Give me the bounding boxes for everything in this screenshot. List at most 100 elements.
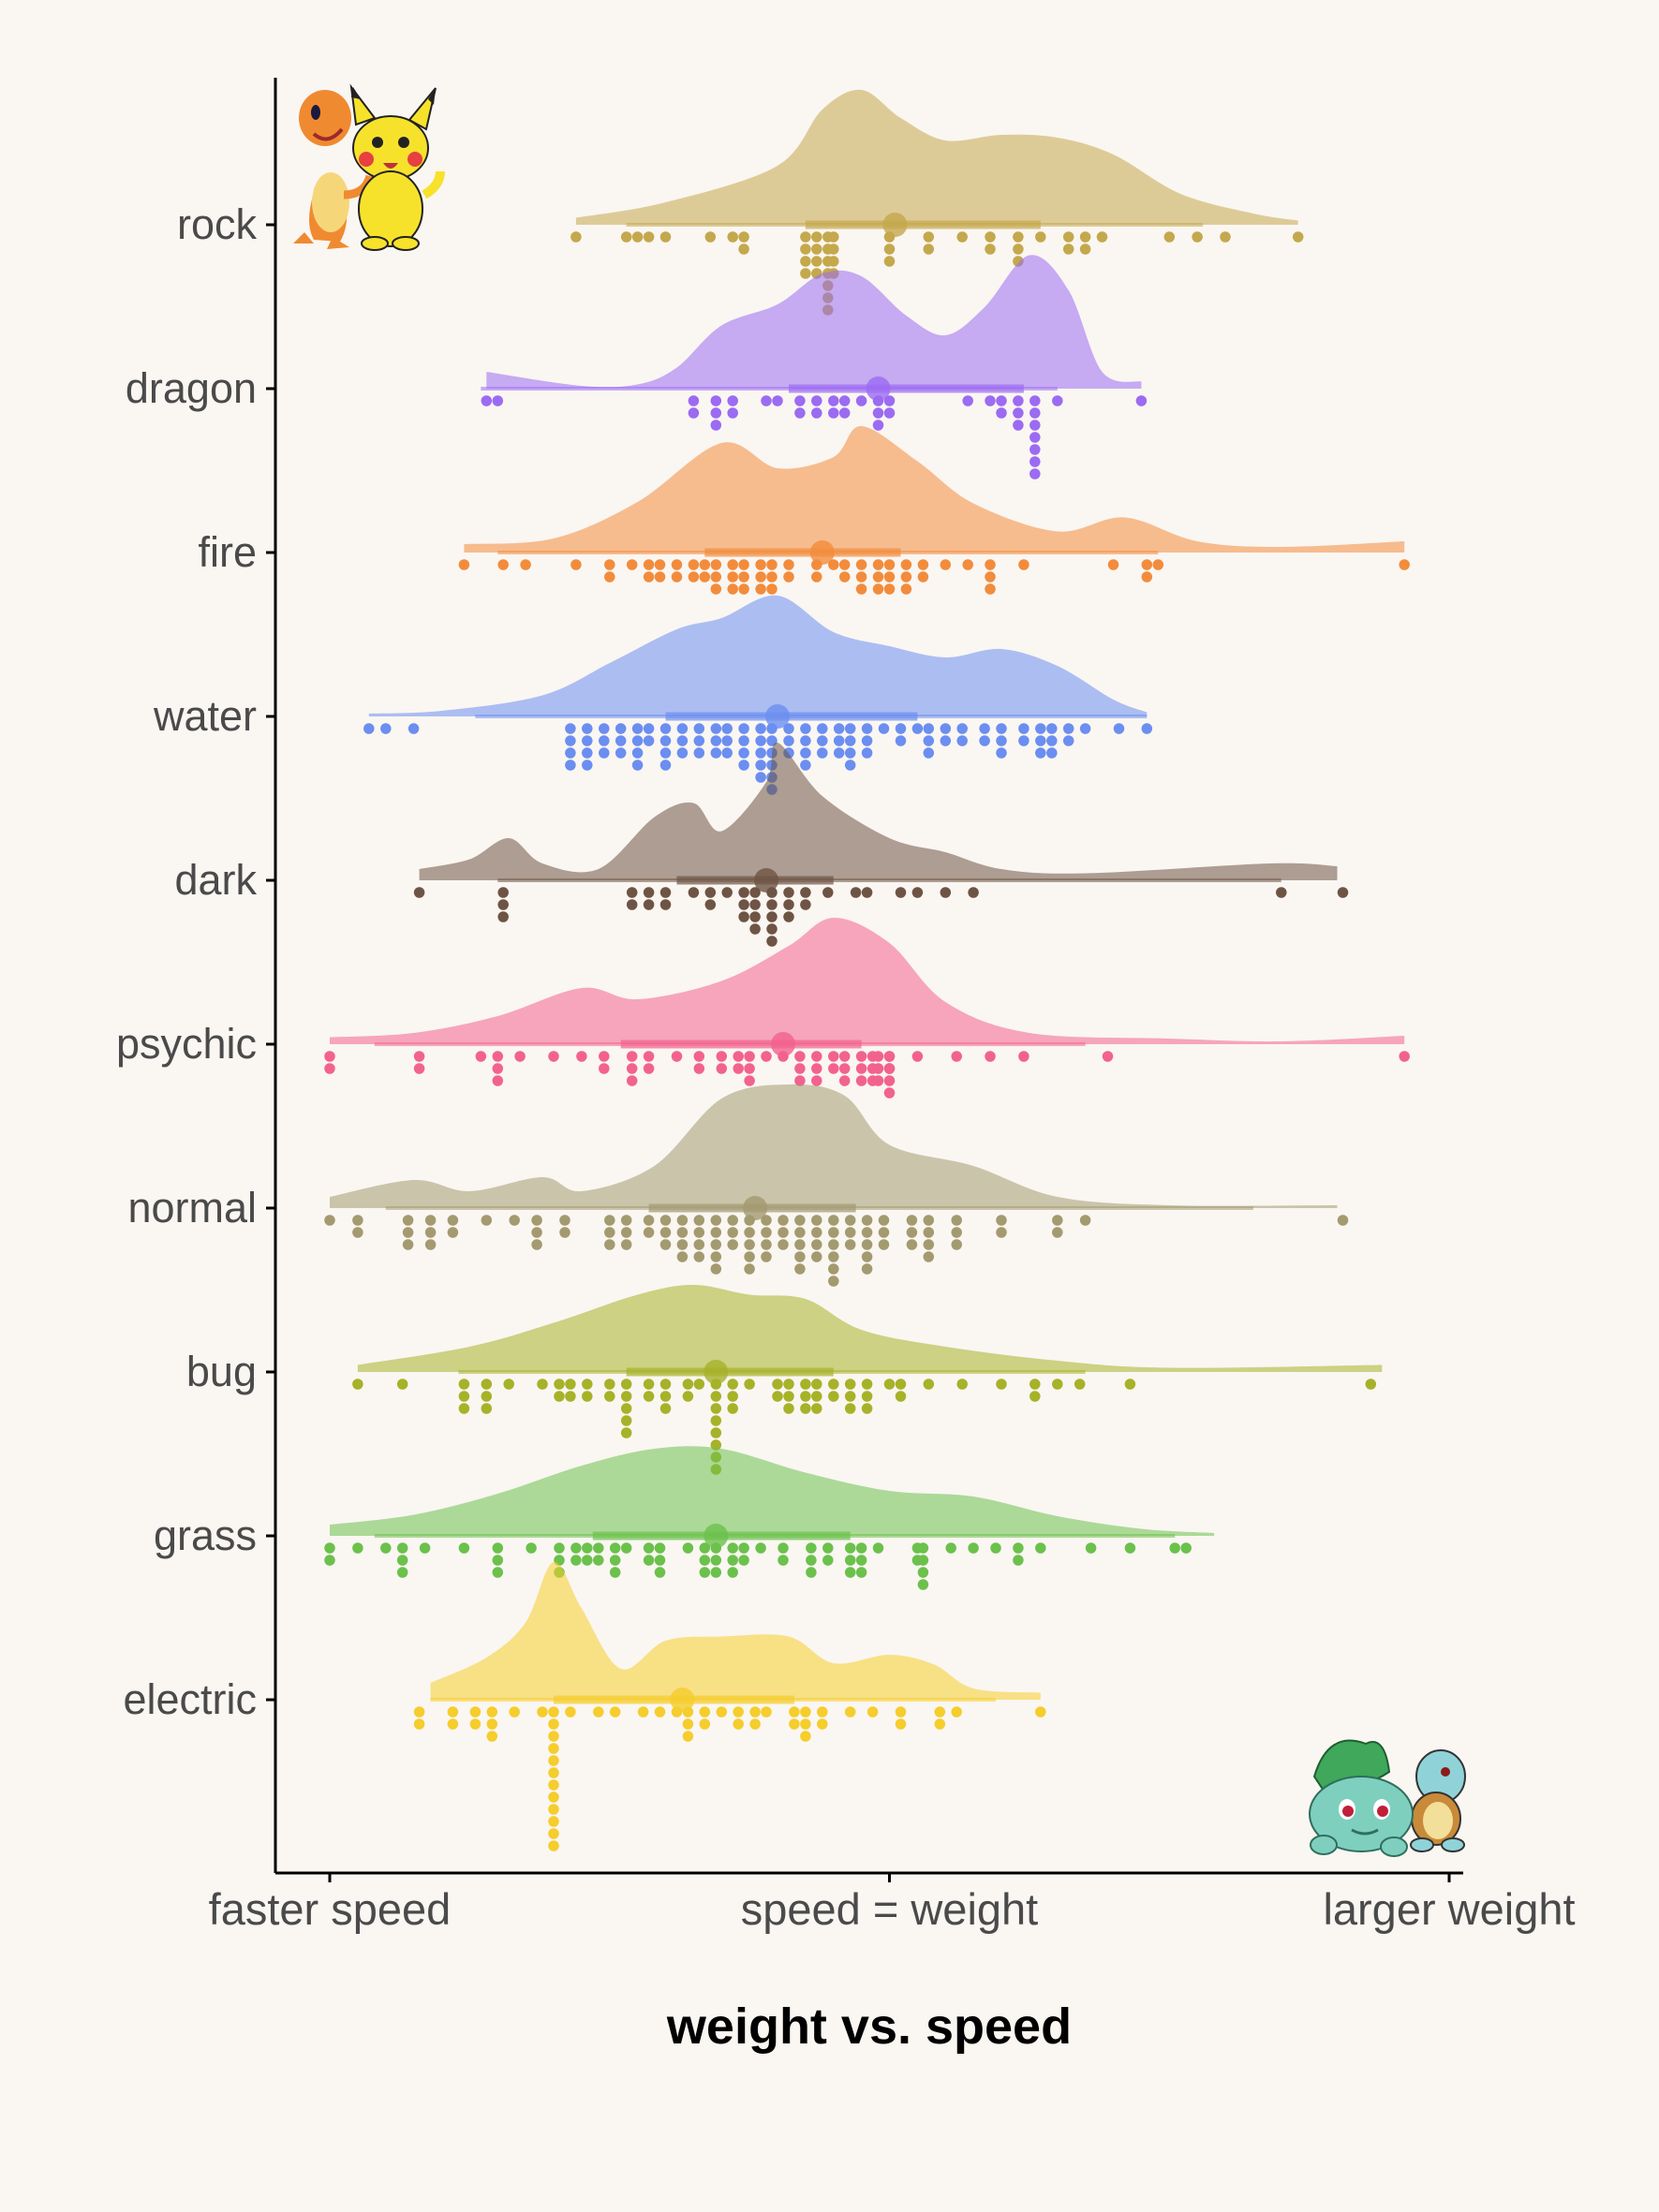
- point-dragon: [872, 420, 884, 431]
- point-water: [766, 723, 778, 734]
- point-water: [755, 735, 766, 746]
- point-grass: [844, 1542, 856, 1554]
- point-psychic: [324, 1063, 335, 1074]
- point-normal: [531, 1239, 542, 1250]
- point-grass: [609, 1542, 621, 1554]
- point-electric: [469, 1718, 481, 1730]
- point-fire: [755, 559, 766, 570]
- point-rock: [570, 231, 582, 243]
- point-dragon: [1135, 395, 1148, 406]
- point-grass: [620, 1542, 632, 1554]
- point-bug: [710, 1415, 722, 1426]
- point-normal: [352, 1215, 363, 1226]
- point-grass: [654, 1555, 666, 1566]
- point-fire: [900, 559, 912, 570]
- point-fire: [828, 559, 839, 570]
- series-dragon: [481, 255, 1148, 479]
- point-normal: [659, 1215, 672, 1226]
- point-dark: [766, 923, 778, 935]
- point-grass: [778, 1542, 789, 1554]
- point-electric: [749, 1718, 761, 1730]
- point-normal: [1052, 1215, 1063, 1226]
- point-rock: [620, 231, 632, 243]
- point-dragon: [828, 407, 839, 419]
- point-psychic: [492, 1051, 504, 1062]
- point-dragon: [996, 407, 1007, 419]
- point-electric: [682, 1706, 694, 1718]
- point-psychic: [838, 1051, 851, 1062]
- point-normal: [643, 1227, 655, 1238]
- point-dragon: [1013, 407, 1024, 419]
- point-bug: [923, 1379, 935, 1390]
- point-electric: [800, 1731, 811, 1742]
- point-psychic: [872, 1051, 884, 1062]
- point-dragon: [1013, 395, 1024, 406]
- point-psychic: [883, 1075, 896, 1086]
- point-fire: [727, 571, 738, 582]
- point-electric: [951, 1706, 962, 1718]
- point-grass: [1085, 1542, 1097, 1554]
- point-normal: [794, 1215, 806, 1226]
- point-dark: [626, 899, 638, 910]
- point-psychic: [514, 1051, 526, 1062]
- point-grass: [396, 1542, 408, 1554]
- point-electric: [654, 1706, 666, 1718]
- point-dark: [911, 887, 924, 898]
- point-bug: [1365, 1379, 1377, 1390]
- point-bug: [458, 1391, 470, 1402]
- series-rock: [570, 89, 1304, 316]
- point-normal: [710, 1239, 722, 1250]
- point-dragon: [1029, 432, 1041, 443]
- point-bug: [844, 1391, 856, 1402]
- category-label-fire: fire: [198, 528, 257, 576]
- point-bug: [458, 1403, 470, 1414]
- point-normal: [811, 1251, 822, 1262]
- point-psychic: [492, 1063, 504, 1074]
- point-fire: [900, 571, 912, 582]
- point-normal: [693, 1227, 705, 1238]
- point-normal: [996, 1227, 1007, 1238]
- point-water: [643, 735, 655, 746]
- point-grass: [352, 1542, 363, 1554]
- point-water: [721, 735, 733, 746]
- point-normal: [659, 1239, 672, 1250]
- point-normal: [828, 1276, 839, 1287]
- point-electric: [548, 1804, 559, 1815]
- point-bug: [352, 1379, 363, 1390]
- point-grass: [738, 1555, 749, 1566]
- point-water: [783, 723, 794, 734]
- point-dragon: [492, 395, 504, 406]
- point-electric: [548, 1743, 559, 1754]
- point-bug: [783, 1403, 794, 1414]
- point-fire: [727, 583, 738, 595]
- point-grass: [324, 1555, 335, 1566]
- point-normal: [710, 1251, 722, 1262]
- point-psychic: [693, 1051, 705, 1062]
- point-normal: [811, 1215, 822, 1226]
- point-normal: [861, 1239, 873, 1250]
- point-psychic: [626, 1051, 638, 1062]
- point-dark: [749, 923, 761, 935]
- point-dragon: [794, 407, 806, 419]
- point-water: [755, 747, 766, 759]
- point-electric: [934, 1718, 946, 1730]
- point-fire: [570, 559, 582, 570]
- point-fire: [811, 559, 822, 570]
- point-grass: [1013, 1542, 1024, 1554]
- point-dark: [643, 899, 655, 910]
- point-dark: [861, 887, 873, 898]
- point-electric: [800, 1706, 811, 1718]
- point-water: [844, 747, 856, 759]
- point-dark: [738, 887, 749, 898]
- point-water: [923, 747, 935, 759]
- point-fire: [883, 559, 896, 570]
- point-rock: [659, 231, 672, 243]
- point-water: [1062, 723, 1074, 734]
- point-fire: [643, 571, 655, 582]
- point-normal: [424, 1239, 437, 1250]
- median-dragon: [866, 376, 891, 401]
- charmander-pikachu-icon: [293, 83, 445, 251]
- point-water: [1035, 747, 1046, 759]
- point-normal: [559, 1215, 570, 1226]
- point-electric: [699, 1718, 711, 1730]
